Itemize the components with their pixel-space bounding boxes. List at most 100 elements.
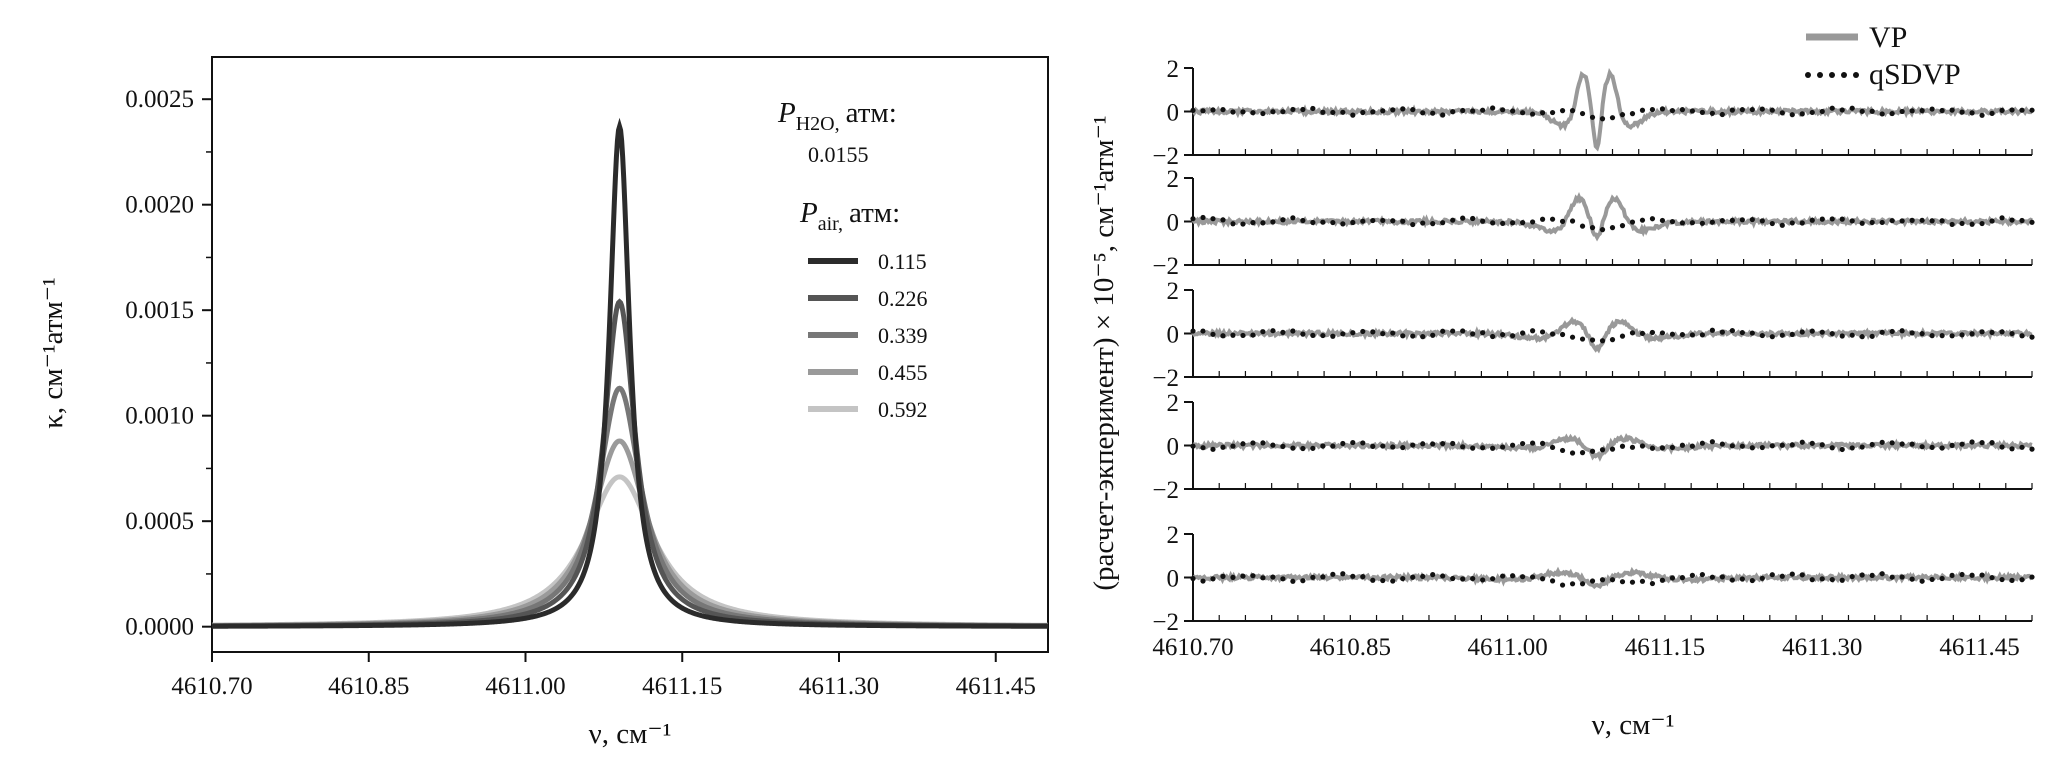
qsdvp-point: [1559, 218, 1566, 224]
qsdvp-point: [1370, 443, 1376, 449]
qsdvp-point: [1739, 576, 1745, 582]
left-y-tick-label: 0.0025: [125, 86, 194, 113]
qsdvp-point: [1480, 107, 1486, 113]
qsdvp-point: [1360, 218, 1366, 224]
qsdvp-point: [1779, 222, 1785, 228]
qsdvp-point: [1480, 218, 1486, 224]
qsdvp-point: [1699, 109, 1705, 115]
qsdvp-point: [1240, 573, 1246, 579]
qsdvp-point: [1679, 220, 1686, 226]
qsdvp-point: [1739, 329, 1745, 336]
qsdvp-point: [1549, 216, 1556, 222]
qsdvp-point: [1679, 331, 1686, 338]
qsdvp-point: [1490, 445, 1496, 451]
qsdvp-point: [1649, 445, 1656, 451]
qsdvp-point: [1589, 225, 1596, 231]
qsdvp-point: [1789, 442, 1795, 448]
qsdvp-point: [1380, 577, 1386, 584]
qsdvp-point: [1340, 221, 1346, 227]
qsdvp-point: [1939, 445, 1945, 451]
legend-label-qsdvp: qSDVP: [1869, 58, 1961, 91]
qsdvp-point: [1959, 571, 1965, 578]
qsdvp-point: [1549, 109, 1556, 116]
qsdvp-point: [1380, 217, 1386, 224]
qsdvp-point: [1639, 107, 1646, 113]
qsdvp-point: [1350, 219, 1356, 226]
qsdvp-point: [1609, 115, 1616, 121]
qsdvp-point: [1460, 576, 1466, 582]
qsdvp-point: [1549, 578, 1556, 584]
qsdvp-point: [1220, 573, 1226, 580]
qsdvp-point: [1999, 107, 2005, 113]
qsdvp-point: [1779, 332, 1785, 338]
qsdvp-point: [1679, 107, 1686, 113]
qsdvp-point: [1789, 331, 1795, 338]
qsdvp-point: [1510, 220, 1516, 226]
qsdvp-point: [1390, 578, 1396, 584]
qsdvp-point: [1939, 218, 1945, 224]
qsdvp-point: [1300, 106, 1306, 113]
left-y-tick-label: 0.0020: [125, 192, 194, 219]
legend-label-0.226: 0.226: [878, 286, 928, 311]
qsdvp-point: [1360, 440, 1366, 446]
qsdvp-point: [1799, 111, 1805, 117]
qsdvp-point: [1430, 332, 1436, 338]
qsdvp-point: [1699, 332, 1705, 338]
qsdvp-point: [1430, 221, 1436, 227]
qsdvp-point: [1400, 575, 1406, 582]
qsdvp-point: [1749, 106, 1755, 113]
residual-panel-2: −2 0 2: [1152, 166, 2035, 280]
legend-swatch-qsdvp-dot: [1817, 72, 1823, 78]
qsdvp-point: [1579, 450, 1586, 456]
qsdvp-point: [1759, 332, 1765, 339]
qsdvp-point: [1380, 108, 1386, 114]
qsdvp-point: [1330, 443, 1336, 449]
qsdvp-point: [1739, 107, 1745, 113]
qsdvp-point: [1470, 108, 1476, 114]
qsdvp-point: [1959, 441, 1965, 447]
qsdvp-point: [1360, 328, 1366, 335]
left-series-line-0.339: [212, 385, 1048, 629]
qsdvp-point: [1340, 109, 1346, 115]
qsdvp-point: [1589, 578, 1596, 584]
qsdvp-point: [1539, 576, 1546, 582]
qsdvp-point: [1989, 575, 1995, 581]
qsdvp-point: [1230, 443, 1236, 449]
qsdvp-point: [1709, 110, 1715, 116]
qsdvp-point: [1859, 220, 1865, 226]
qsdvp-point: [1470, 445, 1476, 451]
qsdvp-point: [1300, 578, 1306, 584]
qsdvp-point: [1779, 442, 1785, 448]
qsdvp-point: [1719, 111, 1725, 118]
qsdvp-point: [1460, 215, 1466, 221]
qsdvp-point: [1649, 580, 1656, 587]
legend-label-0.455: 0.455: [878, 360, 928, 385]
qsdvp-point: [1949, 572, 1955, 579]
qsdvp-point: [1639, 217, 1646, 223]
qsdvp-point: [1829, 330, 1835, 337]
qsdvp-point: [1290, 106, 1296, 113]
qsdvp-point: [1599, 227, 1606, 233]
right-chart: −202−202−202−202−202 4610.70 4610.85 4611.…: [1088, 21, 2035, 741]
qsdvp-point: [1400, 106, 1406, 112]
qsdvp-point: [1599, 447, 1606, 453]
left-x-ticks: 4610.70 4610.85 4611.00 4611.15 4611.30 4611.…: [171, 652, 1036, 700]
qsdvp-point: [1869, 333, 1875, 339]
qsdvp-point: [1769, 107, 1775, 113]
qsdvp-point: [1280, 217, 1286, 223]
qsdvp-point: [1400, 444, 1406, 451]
qsdvp-point: [1539, 329, 1546, 335]
qsdvp-point: [1480, 330, 1486, 336]
left-x-tick-label: 4611.15: [642, 673, 722, 700]
qsdvp-point: [1340, 331, 1346, 337]
qsdvp-point: [1440, 573, 1446, 579]
qsdvp-point: [1340, 440, 1346, 447]
qsdvp-point: [1769, 443, 1775, 449]
qsdvp-point: [1889, 328, 1895, 335]
qsdvp-point: [1969, 572, 1975, 578]
qsdvp-point: [1819, 216, 1825, 222]
qsdvp-point: [1370, 109, 1376, 115]
qsdvp-point: [1480, 445, 1486, 451]
qsdvp-point: [1889, 440, 1895, 446]
qsdvp-point: [1899, 574, 1905, 580]
